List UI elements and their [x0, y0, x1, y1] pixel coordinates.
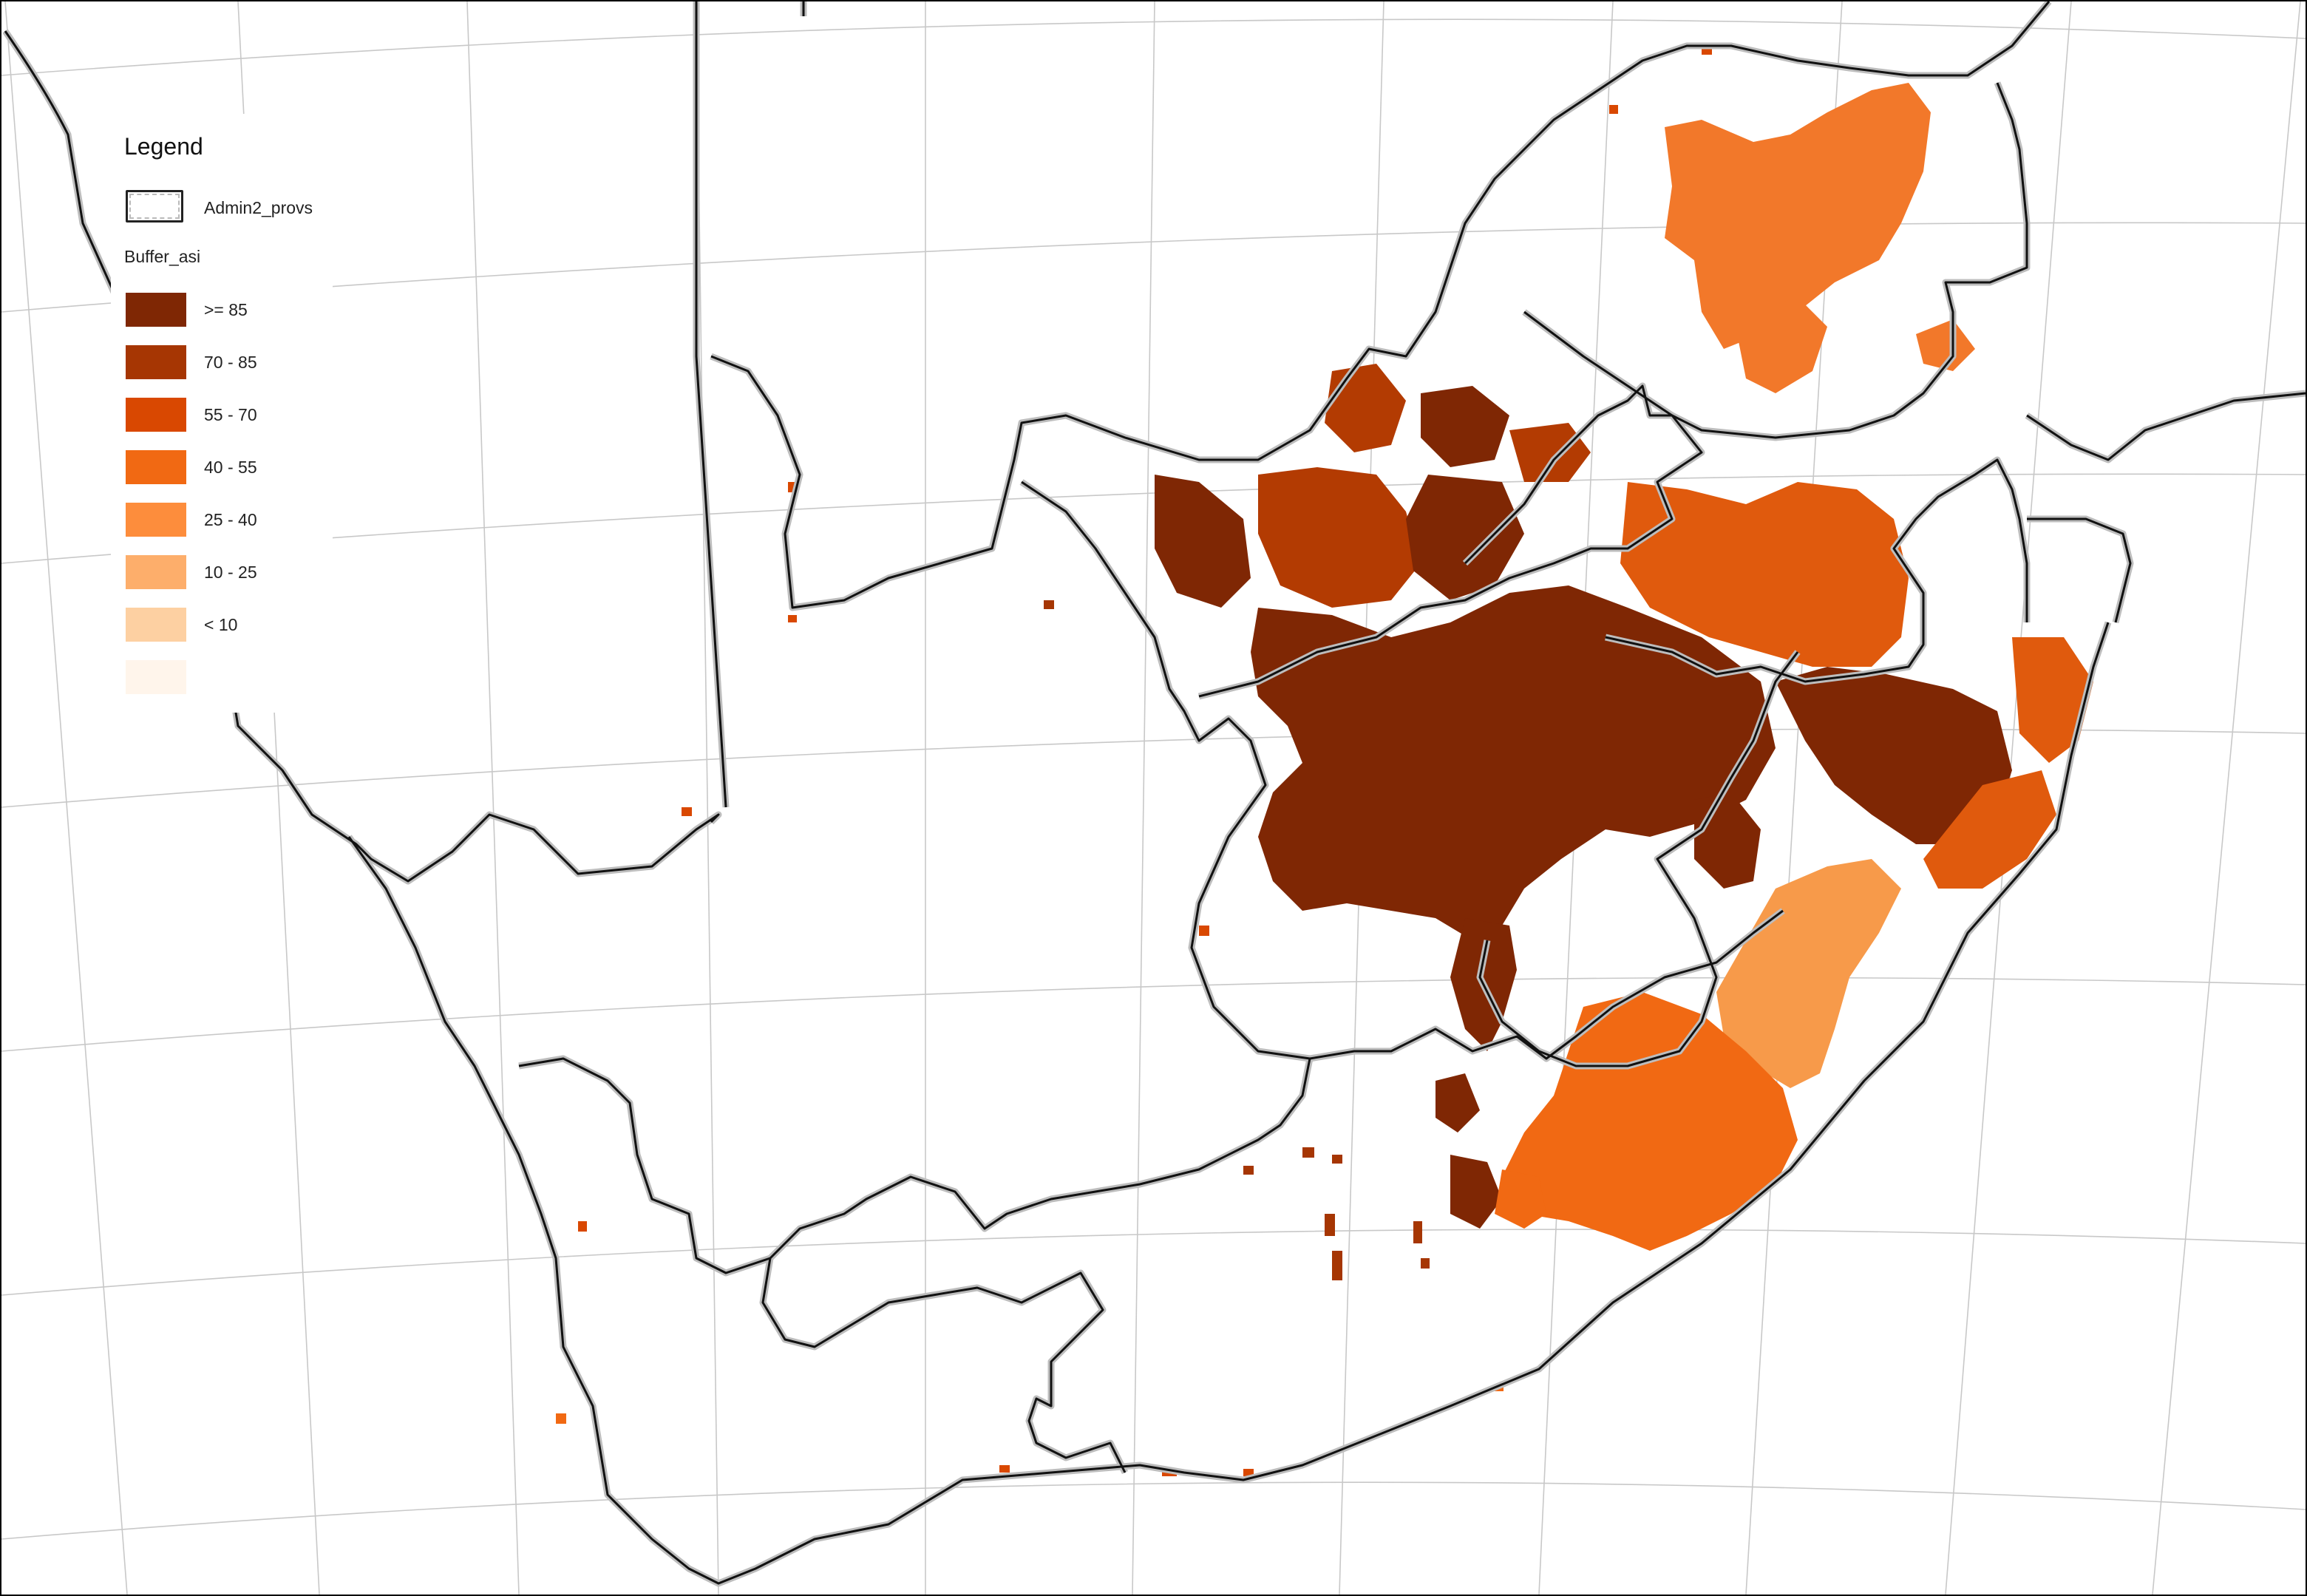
- class-swatch: [126, 450, 186, 484]
- admin-layer-label: Admin2_provs: [204, 198, 313, 217]
- patch-limpopo-s: [1739, 297, 1827, 393]
- patch-kzn-north: [1776, 667, 2012, 844]
- class-label: 40 - 55: [204, 458, 257, 477]
- class-swatch: [126, 608, 186, 642]
- class-label: >= 85: [204, 300, 248, 319]
- patch-limpopo-ne: [1665, 83, 1931, 349]
- class-swatch: [126, 555, 186, 589]
- class-swatch: [126, 293, 186, 327]
- class-label: 10 - 25: [204, 563, 257, 582]
- class-swatch: [126, 345, 186, 379]
- admin-boundary-symbol: [126, 190, 183, 223]
- patch-freestate-core: [1251, 585, 1776, 940]
- patch-mpumalanga: [1620, 482, 1909, 667]
- buffer-layer-title: Buffer_asi: [124, 247, 201, 266]
- class-swatch: [126, 503, 186, 537]
- legend-panel: Legend Admin2_provs Buffer_asi >= 85 70 …: [111, 114, 333, 713]
- buffer-asi-patches: [556, 46, 2093, 1476]
- patch-eastern-cape: [1502, 992, 1798, 1251]
- patch-kzn-mid: [1716, 859, 1901, 1088]
- class-swatch: [126, 660, 186, 694]
- patch-northwest: [1258, 467, 1421, 608]
- class-swatch: [126, 398, 186, 432]
- class-label: 25 - 40: [204, 510, 257, 529]
- class-label: < 10: [204, 615, 238, 634]
- class-label: 55 - 70: [204, 405, 257, 424]
- class-label: 70 - 85: [204, 353, 257, 372]
- legend-title: Legend: [124, 133, 203, 160]
